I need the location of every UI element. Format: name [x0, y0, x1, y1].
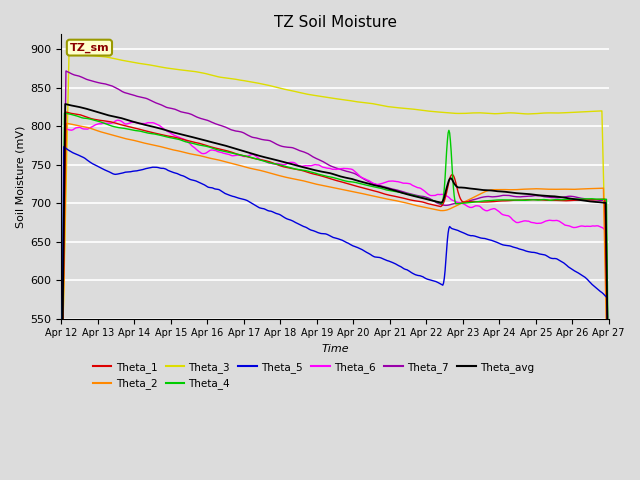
Theta_6: [419, 186, 426, 192]
Theta_5: [419, 274, 426, 279]
Theta_7: [180, 109, 188, 115]
Line: Theta_2: Theta_2: [61, 123, 609, 446]
Theta_2: [605, 444, 612, 449]
Line: Theta_5: Theta_5: [61, 147, 609, 446]
Theta_6: [605, 433, 612, 439]
Theta_6: [209, 147, 217, 153]
Theta_avg: [209, 140, 217, 145]
Theta_avg: [419, 195, 426, 201]
Theta_avg: [403, 191, 410, 197]
Theta_5: [68, 149, 76, 155]
Theta_2: [125, 136, 132, 142]
Theta_3: [125, 59, 132, 64]
Theta_7: [68, 71, 76, 77]
Theta_avg: [605, 416, 612, 421]
Theta_2: [63, 120, 70, 126]
Theta_7: [209, 120, 217, 126]
Theta_3: [58, 395, 65, 401]
Theta_1: [209, 144, 217, 150]
Theta_4: [209, 145, 217, 151]
Theta_7: [58, 403, 65, 409]
Line: Theta_4: Theta_4: [61, 113, 609, 427]
Theta_6: [403, 180, 410, 186]
Line: Theta_avg: Theta_avg: [61, 104, 609, 423]
Theta_3: [403, 106, 410, 111]
Theta_2: [403, 200, 410, 206]
Theta_4: [68, 112, 76, 118]
Theta_1: [419, 199, 426, 205]
Theta_1: [125, 124, 132, 130]
Theta_4: [180, 138, 188, 144]
Theta_6: [58, 432, 65, 437]
Text: TZ_sm: TZ_sm: [70, 43, 109, 53]
Theta_avg: [180, 132, 188, 138]
Line: Theta_7: Theta_7: [61, 71, 609, 426]
Theta_1: [58, 424, 65, 430]
Theta_2: [419, 204, 426, 210]
Line: Theta_1: Theta_1: [61, 112, 609, 427]
Theta_7: [419, 193, 426, 199]
Theta_5: [180, 173, 188, 179]
Theta_7: [605, 423, 612, 429]
Theta_5: [403, 267, 410, 273]
Theta_3: [419, 108, 426, 113]
Theta_4: [125, 126, 132, 132]
Theta_avg: [68, 103, 76, 108]
Theta_avg: [58, 420, 65, 426]
X-axis label: Time: Time: [321, 344, 349, 354]
Line: Theta_6: Theta_6: [61, 120, 609, 436]
Theta_1: [68, 110, 76, 116]
Theta_7: [403, 190, 410, 196]
Theta_5: [60, 144, 68, 150]
Theta_2: [209, 156, 217, 162]
Theta_avg: [61, 101, 69, 107]
Title: TZ Soil Moisture: TZ Soil Moisture: [273, 15, 397, 30]
Y-axis label: Soil Moisture (mV): Soil Moisture (mV): [15, 125, 25, 228]
Theta_avg: [125, 118, 132, 123]
Theta_5: [58, 441, 65, 447]
Theta_2: [58, 409, 65, 415]
Theta_6: [125, 120, 132, 126]
Theta_1: [180, 137, 188, 143]
Theta_3: [180, 67, 188, 73]
Theta_4: [605, 400, 612, 406]
Theta_6: [114, 117, 122, 123]
Theta_4: [61, 110, 68, 116]
Theta_2: [180, 149, 188, 155]
Theta_7: [62, 68, 70, 74]
Line: Theta_3: Theta_3: [61, 54, 609, 398]
Theta_5: [605, 444, 612, 449]
Theta_3: [68, 51, 76, 57]
Theta_1: [605, 422, 612, 428]
Theta_5: [125, 169, 132, 175]
Theta_1: [62, 109, 70, 115]
Theta_3: [65, 51, 73, 57]
Theta_6: [180, 136, 188, 142]
Theta_4: [419, 195, 426, 201]
Theta_3: [605, 392, 612, 398]
Theta_4: [58, 424, 65, 430]
Theta_6: [67, 127, 75, 133]
Theta_2: [68, 121, 76, 127]
Theta_1: [403, 196, 410, 202]
Legend: Theta_1, Theta_2, Theta_3, Theta_4, Theta_5, Theta_6, Theta_7, Theta_avg: Theta_1, Theta_2, Theta_3, Theta_4, Thet…: [88, 358, 538, 393]
Theta_5: [209, 185, 217, 191]
Theta_3: [209, 72, 217, 78]
Theta_4: [403, 191, 410, 196]
Theta_7: [125, 91, 132, 96]
